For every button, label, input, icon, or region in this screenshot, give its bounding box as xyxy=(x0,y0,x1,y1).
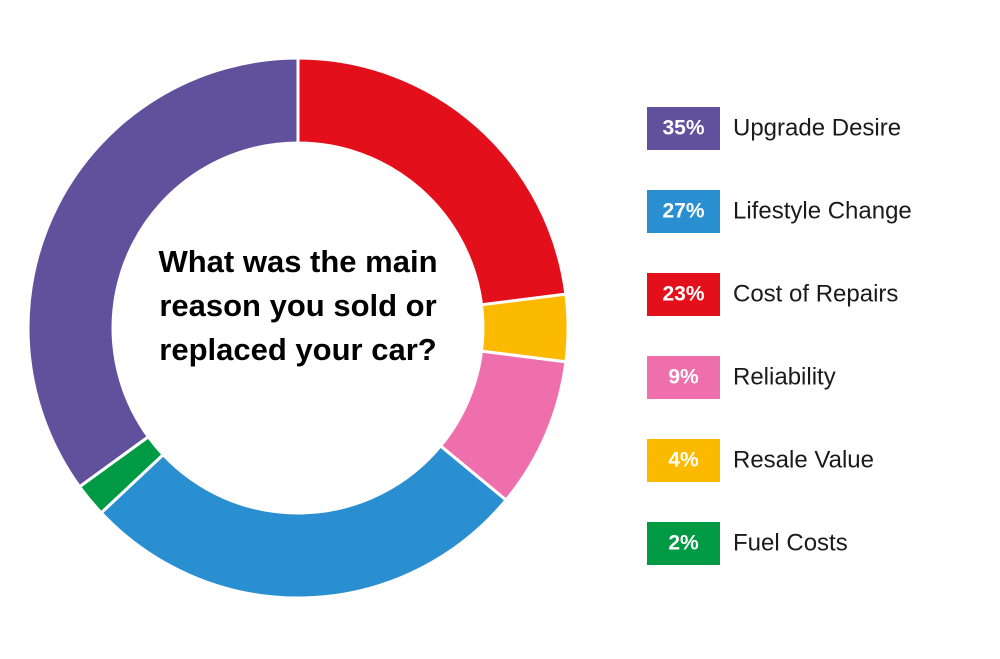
legend-swatch xyxy=(647,190,720,233)
legend-swatch xyxy=(647,439,720,482)
legend-label: Resale Value xyxy=(733,446,874,473)
legend-value: 35% xyxy=(662,117,704,140)
legend-label: Upgrade Desire xyxy=(733,114,901,141)
legend-value: 4% xyxy=(668,449,699,472)
slice xyxy=(26,56,300,489)
legend-label: Lifestyle Change xyxy=(733,197,912,224)
legend-label: Cost of Repairs xyxy=(733,280,898,307)
slice xyxy=(296,56,568,307)
legend-swatch xyxy=(647,107,720,150)
slice xyxy=(99,443,509,600)
legend-swatch xyxy=(647,356,720,399)
legend-value: 9% xyxy=(668,366,699,389)
legend-value: 2% xyxy=(668,532,699,555)
chart-title: What was the main reason you sold or rep… xyxy=(158,244,438,367)
legend-swatch xyxy=(647,522,720,565)
legend-value: 27% xyxy=(662,200,704,223)
legend-swatch xyxy=(647,273,720,316)
legend-label: Reliability xyxy=(733,363,836,390)
legend-value: 23% xyxy=(662,283,704,306)
legend-label: Fuel Costs xyxy=(733,529,848,556)
